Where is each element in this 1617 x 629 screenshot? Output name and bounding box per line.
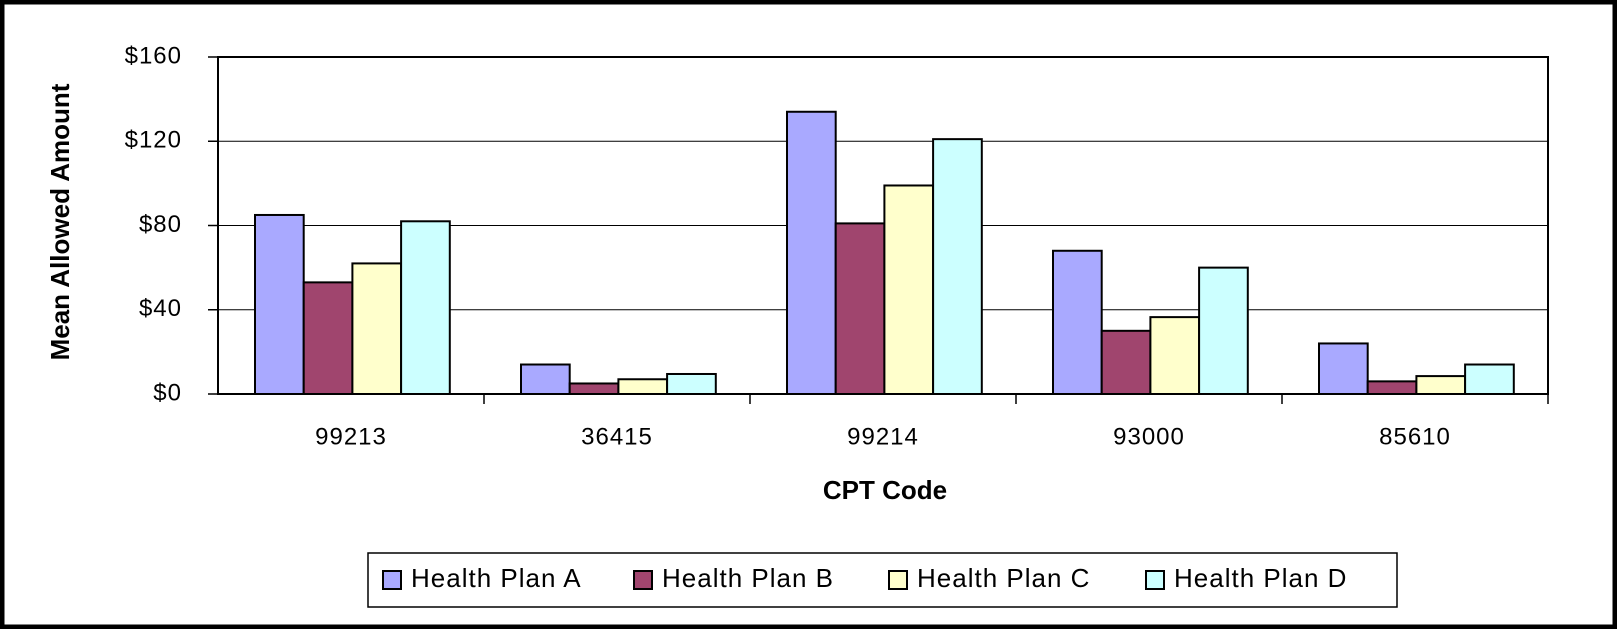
- x-tick-label: 85610: [1379, 423, 1451, 450]
- bar: [1366, 380, 1418, 395]
- bar: [568, 382, 620, 395]
- legend-label: Health Plan A: [411, 563, 582, 593]
- bar: [1100, 329, 1152, 395]
- y-tick-label: $160: [125, 42, 182, 69]
- bar: [1198, 266, 1249, 395]
- bar: [1415, 375, 1467, 395]
- legend-label: Health Plan B: [662, 563, 834, 593]
- legend-swatch: [888, 570, 908, 590]
- legend-swatch: [1145, 570, 1165, 590]
- bar: [351, 262, 403, 395]
- legend-swatch: [382, 570, 402, 590]
- bar: [1318, 342, 1369, 396]
- bar: [302, 281, 354, 395]
- y-tick-label: $40: [139, 295, 182, 322]
- bar: [254, 213, 305, 395]
- legend-label: Health Plan C: [917, 563, 1090, 593]
- y-tick-label: $80: [139, 211, 182, 238]
- bar: [834, 222, 886, 395]
- bar: [932, 138, 983, 395]
- x-tick-label: 99213: [315, 423, 387, 450]
- legend-swatch: [633, 570, 653, 590]
- bar: [666, 372, 717, 396]
- legend-box: [367, 552, 1398, 608]
- bar: [1464, 363, 1515, 396]
- y-axis-title: Mean Allowed Amount: [45, 83, 75, 360]
- bar: [786, 110, 837, 395]
- x-tick-label: 93000: [1113, 423, 1185, 450]
- y-tick-label: $120: [125, 127, 182, 154]
- y-tick-label: $0: [153, 379, 182, 406]
- bar: [1052, 249, 1103, 395]
- x-axis-title: CPT Code: [823, 475, 947, 505]
- x-tick-label: 99214: [847, 423, 919, 450]
- bar: [617, 378, 669, 396]
- bar: [883, 184, 935, 395]
- legend-label: Health Plan D: [1174, 563, 1347, 593]
- bar: [400, 220, 451, 395]
- bar: [1149, 316, 1201, 396]
- x-tick-label: 36415: [581, 423, 653, 450]
- bar: [520, 363, 571, 396]
